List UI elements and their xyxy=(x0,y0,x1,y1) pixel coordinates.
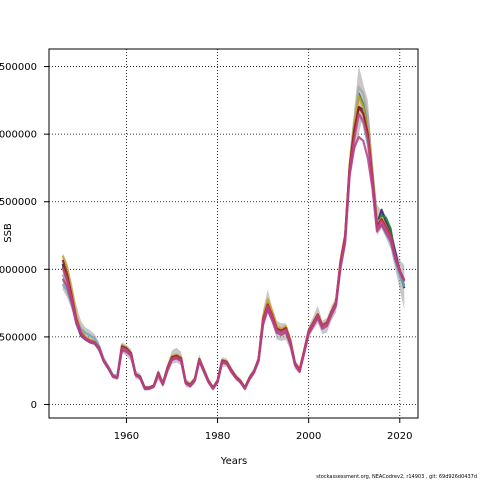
y-tick-label: 1000000 xyxy=(0,265,37,276)
y-tick-label: 2000000 xyxy=(0,130,37,141)
y-axis-title: SSB xyxy=(3,223,14,243)
x-tick-label: 1960 xyxy=(114,431,139,442)
footer-credit: stockassessment.org, NEACodrev2, r14903 … xyxy=(316,474,477,480)
y-tick-label: 1500000 xyxy=(0,197,37,208)
y-tick-label: 0 xyxy=(31,400,37,411)
y-axis: 0 500000 1000000 1500000 2000000 2500000 xyxy=(0,62,49,411)
x-tick-label: 2000 xyxy=(296,431,321,442)
y-tick-label: 500000 xyxy=(0,332,37,343)
x-tick-label: 1980 xyxy=(205,431,230,442)
y-tick-label: 2500000 xyxy=(0,62,37,73)
series-line-8 xyxy=(61,135,406,390)
series-lines xyxy=(61,85,406,390)
x-tick-label: 2020 xyxy=(387,431,412,442)
confidence-band-area xyxy=(62,65,405,391)
x-axis: 1960 1980 2000 2020 xyxy=(114,418,413,442)
confidence-band xyxy=(62,65,405,391)
plot-frame xyxy=(48,48,419,419)
x-axis-title: Years xyxy=(220,456,247,467)
